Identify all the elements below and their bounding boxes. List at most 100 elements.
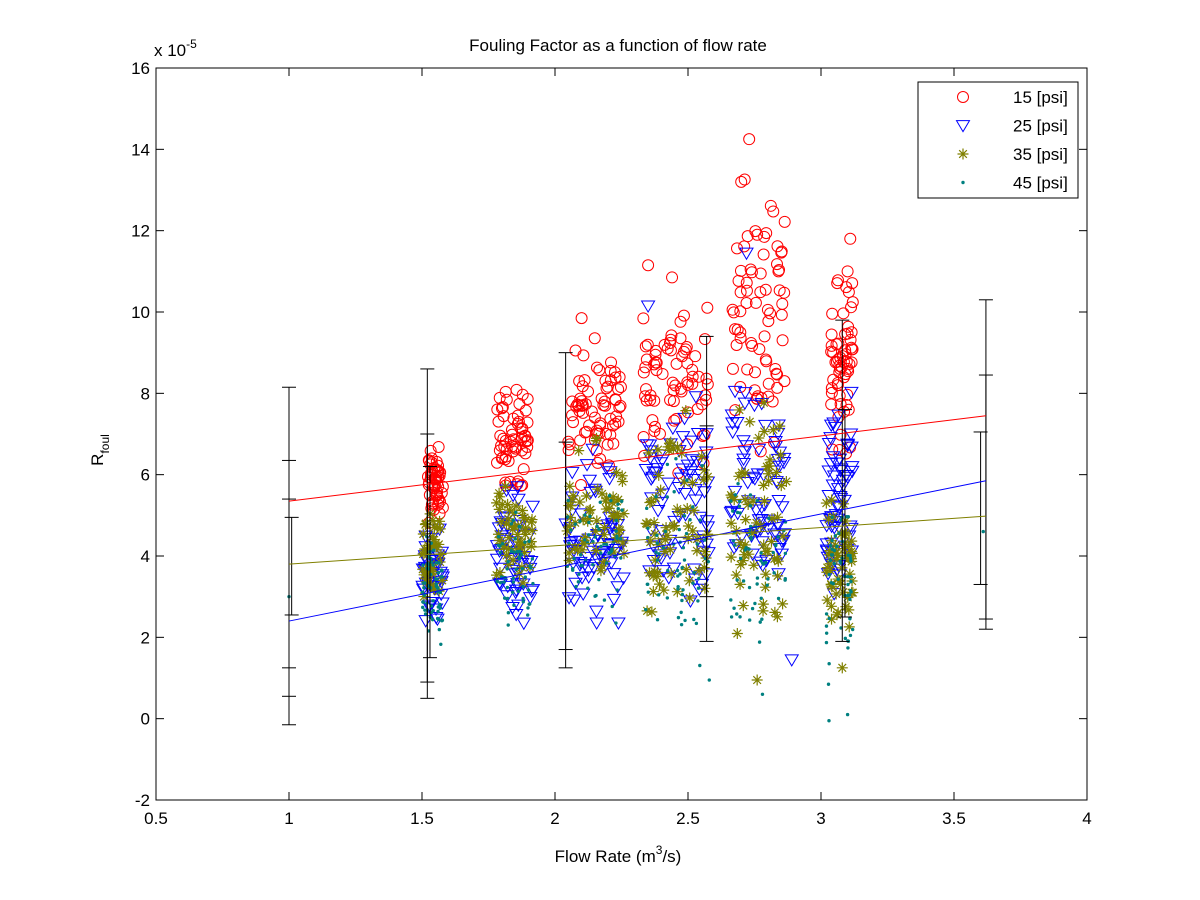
data-point (653, 427, 666, 440)
data-point (848, 588, 853, 593)
data-point (841, 265, 854, 278)
data-point (747, 585, 752, 590)
data-point (591, 539, 595, 544)
axes-box (155, 67, 1088, 801)
data-point (686, 477, 698, 489)
data-point (820, 497, 832, 509)
data-point (604, 412, 617, 425)
y-tick-label: 12 (131, 222, 150, 241)
data-point (739, 539, 751, 551)
data-point (827, 421, 843, 435)
data-point (836, 662, 848, 674)
data-point (757, 419, 773, 433)
data-point (680, 405, 692, 417)
data-point (826, 613, 838, 625)
data-point (735, 559, 747, 571)
data-point (680, 598, 684, 603)
data-point (505, 585, 510, 590)
data-point (519, 552, 524, 557)
data-point (512, 550, 516, 554)
x-axis-label: Flow Rate (m3/s) (555, 843, 682, 866)
data-point (597, 554, 613, 568)
data-point (652, 539, 664, 551)
data-point (763, 475, 775, 487)
data-point (780, 475, 792, 487)
data-point (645, 506, 649, 511)
data-point (580, 564, 585, 568)
legend-label: 15 [psi] (1013, 88, 1068, 107)
data-point (769, 362, 782, 375)
data-point (739, 247, 754, 261)
data-point (737, 387, 753, 400)
data-point (776, 596, 781, 601)
data-point (598, 529, 610, 541)
data-point (651, 571, 663, 583)
data-point (593, 547, 609, 561)
data-point (500, 393, 513, 406)
data-point (757, 248, 770, 261)
data-point (607, 551, 611, 555)
data-point (845, 301, 858, 314)
data-point (758, 495, 770, 507)
data-point (764, 454, 776, 466)
data-point (681, 376, 694, 389)
data-point (563, 520, 575, 532)
data-point (698, 333, 711, 346)
error-bar (699, 425, 714, 598)
data-point (755, 576, 760, 580)
data-point (778, 375, 791, 388)
data-point (732, 606, 736, 610)
data-point (748, 524, 753, 529)
data-point (526, 606, 530, 610)
series-asterisk (417, 397, 859, 686)
data-point (498, 580, 503, 585)
data-point (739, 493, 751, 505)
data-point (686, 377, 699, 390)
data-point (691, 505, 695, 509)
data-point (610, 581, 626, 594)
data-point (826, 682, 831, 686)
data-point (684, 592, 696, 604)
data-point (503, 532, 515, 544)
data-point (502, 596, 507, 600)
data-point (584, 504, 596, 516)
data-point (505, 596, 510, 601)
data-point (433, 495, 446, 508)
data-point (430, 537, 442, 549)
data-point (687, 525, 699, 537)
data-point (824, 545, 836, 557)
data-point (438, 606, 442, 610)
data-point (691, 581, 695, 585)
data-point (431, 476, 444, 489)
data-point (738, 240, 751, 253)
x-tick-label: 2.5 (676, 809, 700, 828)
data-point (832, 353, 845, 366)
data-point (500, 580, 516, 594)
series-circle (422, 133, 859, 529)
data-point (755, 582, 759, 586)
data-point (604, 428, 617, 441)
data-point (519, 429, 532, 442)
data-point (677, 527, 681, 532)
data-point (606, 496, 618, 508)
data-point (765, 535, 777, 547)
data-point (500, 443, 513, 456)
data-point (767, 205, 780, 218)
y-tick-label: 8 (141, 384, 150, 403)
data-point (653, 457, 669, 470)
data-point (500, 480, 512, 492)
data-point (492, 528, 504, 540)
data-point (848, 633, 853, 638)
data-point (826, 494, 838, 506)
y-axis-multiplier: x 10-5 (154, 37, 197, 60)
data-point (436, 609, 440, 614)
data-point (579, 532, 591, 544)
data-point (772, 460, 787, 474)
data-point (497, 432, 510, 445)
y-tick-label: 6 (141, 466, 150, 485)
data-point (682, 533, 694, 545)
data-point (823, 513, 835, 525)
data-point (686, 363, 699, 376)
data-point (827, 662, 831, 666)
data-point (620, 499, 624, 503)
